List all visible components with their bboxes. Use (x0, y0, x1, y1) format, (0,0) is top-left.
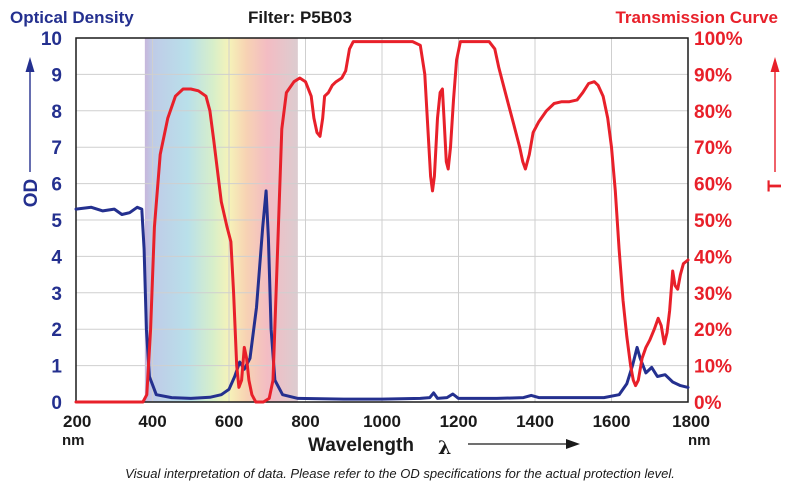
transmission-tick-label: 90% (694, 65, 732, 86)
series-lines (74, 40, 690, 404)
transmission-axis-arrow-head (770, 57, 780, 72)
od-axis-arrow-head (25, 57, 35, 72)
wavelength-tick-label: 800 (291, 412, 319, 431)
transmission-tick-label: 0% (694, 393, 722, 414)
wavelength-tick-label: 1200 (440, 412, 478, 431)
transmission-tick-label: 40% (694, 247, 732, 268)
axis-decorations: nm nm Wavelength λ OD T (21, 57, 786, 459)
lambda-symbol: λ (438, 437, 451, 459)
od-tick-labels: 0 1 2 3 4 5 6 7 8 9 10 (41, 29, 63, 414)
transmission-axis-label: T (765, 180, 786, 192)
wavelength-tick-label: 200 (63, 412, 91, 431)
filter-name: Filter: P5B03 (248, 8, 352, 27)
od-axis-label: OD (21, 179, 42, 208)
wavelength-tick-label: 1600 (593, 412, 631, 431)
x-axis-arrow-head (566, 439, 580, 449)
od-tick-label: 2 (51, 320, 62, 341)
od-tick-label: 6 (51, 175, 62, 196)
transmission-tick-labels: 0% 10% 20% 30% 40% 50% 60% 70% 80% 90% 100% (694, 29, 743, 414)
od-axis-title: Optical Density (10, 8, 134, 27)
transmission-tick-label: 80% (694, 102, 732, 123)
x-unit-left: nm (62, 432, 85, 449)
transmission-tick-label: 100% (694, 29, 743, 50)
wavelength-tick-label: 1800 (672, 412, 710, 431)
od-tick-label: 7 (51, 138, 62, 159)
od-tick-label: 10 (41, 29, 62, 50)
od-tick-label: 0 (51, 393, 62, 414)
od-tick-label: 4 (51, 247, 62, 268)
plot-frame (75, 37, 689, 403)
od-tick-label: 9 (51, 65, 62, 86)
transmission-tick-label: 10% (694, 357, 732, 378)
transmission-tick-label: 60% (694, 175, 732, 196)
wavelength-tick-label: 400 (138, 412, 166, 431)
od-tick-label: 8 (51, 102, 62, 123)
transmission-tick-label: 20% (694, 320, 732, 341)
footnote: Visual interpretation of data. Please re… (125, 466, 675, 481)
x-axis-label: Wavelength (308, 435, 414, 456)
x-unit-right: nm (688, 432, 711, 449)
transmission-tick-label: 30% (694, 284, 732, 305)
wavelength-tick-label: 600 (215, 412, 243, 431)
gridlines (76, 38, 688, 402)
transmission-axis-title: Transmission Curve (615, 8, 778, 27)
od-tick-label: 1 (51, 357, 62, 378)
transmission-tick-label: 50% (694, 211, 732, 232)
od-tick-label: 5 (51, 211, 62, 232)
wavelength-tick-labels: 200 400 600 800 1000 1200 1400 1600 1800 (63, 412, 710, 431)
transmission-tick-label: 70% (694, 138, 732, 159)
od-tick-label: 3 (51, 284, 62, 305)
wavelength-tick-label: 1400 (516, 412, 554, 431)
wavelength-tick-label: 1000 (363, 412, 401, 431)
transmission-curve (74, 40, 690, 404)
